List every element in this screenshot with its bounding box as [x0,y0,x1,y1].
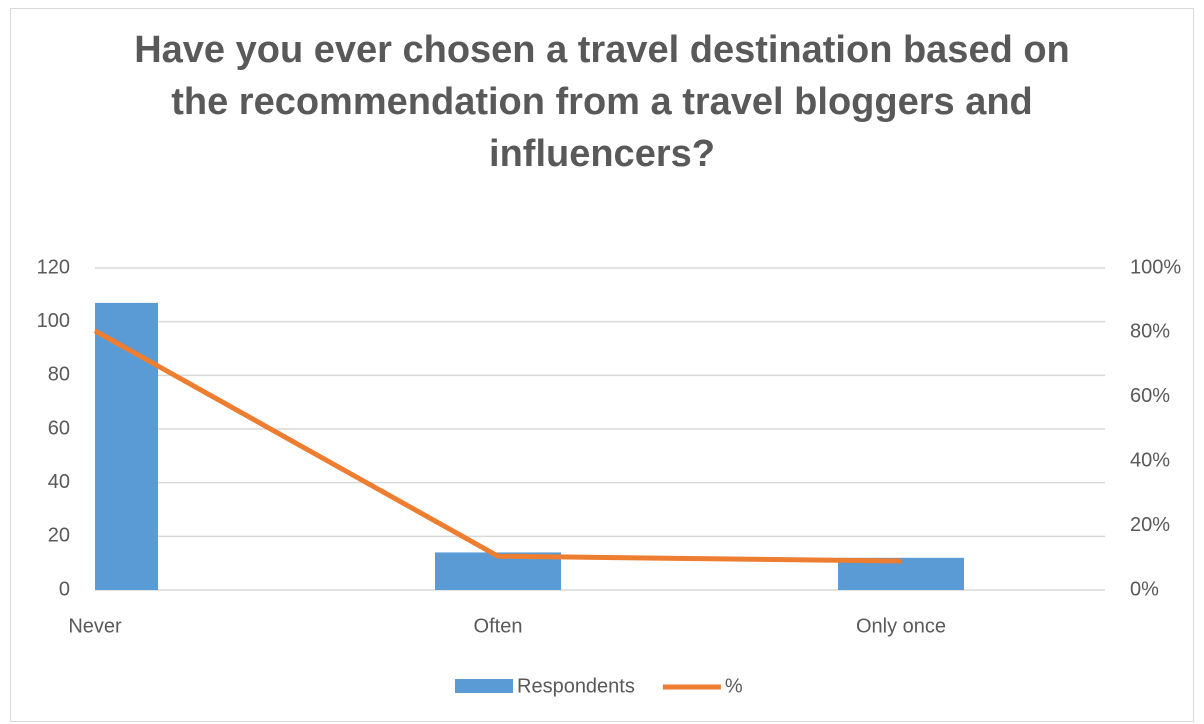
y-tick-label: 100 [37,310,70,332]
bar [95,302,158,590]
y2-tick-label: 80% [1130,321,1170,343]
x-tick-label: Often [474,615,523,637]
y2-tick-label: 0% [1130,578,1159,600]
y-tick-label: 40 [48,471,70,493]
y-tick-label: 0 [59,578,70,600]
y2-tick-label: 100% [1130,256,1181,278]
chart-frame [10,8,1194,722]
x-tick-label: Never [68,615,122,637]
y2-tick-label: 20% [1130,514,1170,536]
line [93,328,902,564]
chart-title: Have you ever chosen a travel destinatio… [134,29,1070,175]
legend-label: % [725,675,743,697]
plot-area [95,302,964,590]
y-tick-label: 120 [37,256,70,278]
y-tick-label: 20 [48,525,70,547]
legend-swatch [455,679,513,693]
y-tick-label: 80 [48,364,70,386]
y2-tick-label: 60% [1130,385,1170,407]
x-tick-label: Only once [856,615,946,637]
bar [838,557,964,590]
legend-label: Respondents [517,675,635,697]
y2-tick-label: 40% [1130,449,1170,471]
y-tick-label: 60 [48,417,70,439]
